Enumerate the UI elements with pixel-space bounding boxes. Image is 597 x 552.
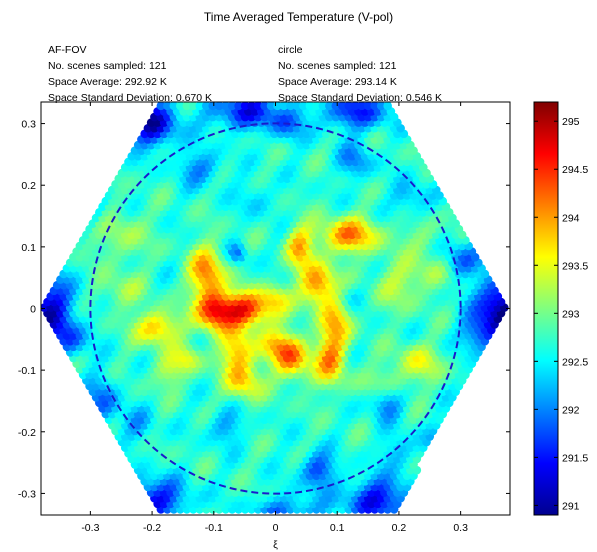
heatmap-cell	[331, 102, 341, 111]
heatmap-cell	[176, 102, 185, 111]
heatmap-cell	[370, 102, 379, 111]
heatmap-cell	[299, 102, 308, 111]
heatmap-cell	[188, 102, 198, 111]
heatmap-cell	[201, 102, 211, 111]
heatmap-cell	[350, 102, 360, 111]
heatmap-cell	[363, 102, 373, 111]
heatmap-cell	[253, 102, 263, 111]
heatmap-cell	[376, 102, 386, 111]
heatmap-cell	[305, 102, 315, 111]
x-tick-label: 0.1	[330, 522, 345, 534]
x-tick-label: 0.3	[453, 522, 468, 534]
heatmap-cell	[286, 102, 295, 111]
colorbar-tick-label: 291.5	[562, 452, 588, 464]
y-tick-label: 0.3	[21, 119, 36, 131]
y-tick-label: 0.1	[21, 242, 36, 254]
colorbar-tick-label: 292	[562, 404, 580, 416]
y-tick-label: -0.1	[18, 365, 36, 377]
heatmap-cell	[240, 102, 250, 111]
heatmap-cell	[208, 102, 218, 111]
heatmap-cell	[163, 102, 172, 111]
x-axis: -0.3 -0.2 -0.1 0 0.1 0.2 0.3	[81, 102, 468, 534]
x-tick-label: 0.2	[392, 522, 407, 534]
heatmap-cell	[195, 102, 205, 111]
colorbar-tick-label: 293.5	[562, 260, 588, 272]
y-tick-label: 0.2	[21, 180, 36, 192]
heatmap-cell	[279, 102, 289, 111]
annotation-left-name: AF-FOV	[48, 44, 87, 56]
colorbar-tick-label: 291	[562, 500, 580, 512]
colorbar-tick-label: 293	[562, 308, 580, 320]
annotation-af-fov: AF-FOV No. scenes sampled: 121 Space Ave…	[48, 44, 212, 108]
heatmap-cell	[156, 102, 166, 111]
x-tick-label: -0.1	[205, 522, 223, 534]
heatmap-cell	[344, 102, 354, 111]
heatmap-cell	[383, 102, 392, 111]
y-tick-label: -0.3	[18, 488, 36, 500]
annotation-left-scenes: No. scenes sampled: 121	[48, 60, 167, 72]
x-tick-label: -0.3	[81, 522, 99, 534]
heatmap-cells	[41, 102, 509, 514]
colorbar-tick-label: 294	[562, 212, 580, 224]
y-tick-label: -0.2	[18, 427, 36, 439]
heatmap-cell	[247, 102, 256, 111]
heatmap-cell	[357, 102, 367, 111]
x-tick-label: -0.2	[143, 522, 161, 534]
heatmap-cell	[325, 102, 334, 111]
colorbar-tick-label: 295	[562, 116, 580, 128]
heatmap-cell	[214, 102, 224, 111]
heatmap-cell	[227, 102, 237, 111]
y-tick-label: 0	[30, 304, 36, 316]
heatmap-cell	[266, 102, 276, 111]
heatmap-cell	[221, 102, 230, 111]
annotation-right-average: Space Average: 293.14 K	[278, 76, 397, 88]
fov-circle	[89, 122, 462, 495]
annotation-right-scenes: No. scenes sampled: 121	[278, 60, 397, 72]
x-axis-label: ξ	[273, 539, 278, 551]
annotation-left-stddev: Space Standard Deviation: 0.670 K	[48, 92, 213, 104]
annotation-left-average: Space Average: 292.92 K	[48, 76, 167, 88]
y-axis: 0.3 0.2 0.1 0 -0.1 -0.2 -0.3	[18, 119, 510, 500]
heatmap-cell	[292, 102, 302, 111]
annotation-right-name: circle	[278, 44, 303, 56]
chart-title: Time Averaged Temperature (V-pol)	[203, 10, 394, 24]
colorbar-axis: 295 294.5 294 293.5 293 292.5 292 291.5 291	[534, 116, 588, 512]
annotation-circle: circle No. scenes sampled: 121 Space Ave…	[278, 44, 442, 108]
heatmap-cell	[260, 102, 269, 111]
colorbar	[533, 101, 559, 516]
heatmap-cell	[318, 102, 328, 111]
heatmap-cell	[169, 102, 179, 111]
heatmap-cell	[182, 102, 192, 111]
heatmap-cell	[234, 102, 243, 111]
x-tick-label: 0	[273, 522, 279, 534]
heatmap-cell	[312, 102, 321, 111]
colorbar-tick-label: 292.5	[562, 356, 588, 368]
annotation-right-stddev: Space Standard Deviation: 0.546 K	[278, 92, 443, 104]
heatmap-cell	[338, 102, 347, 111]
colorbar-tick-label: 294.5	[562, 164, 588, 176]
